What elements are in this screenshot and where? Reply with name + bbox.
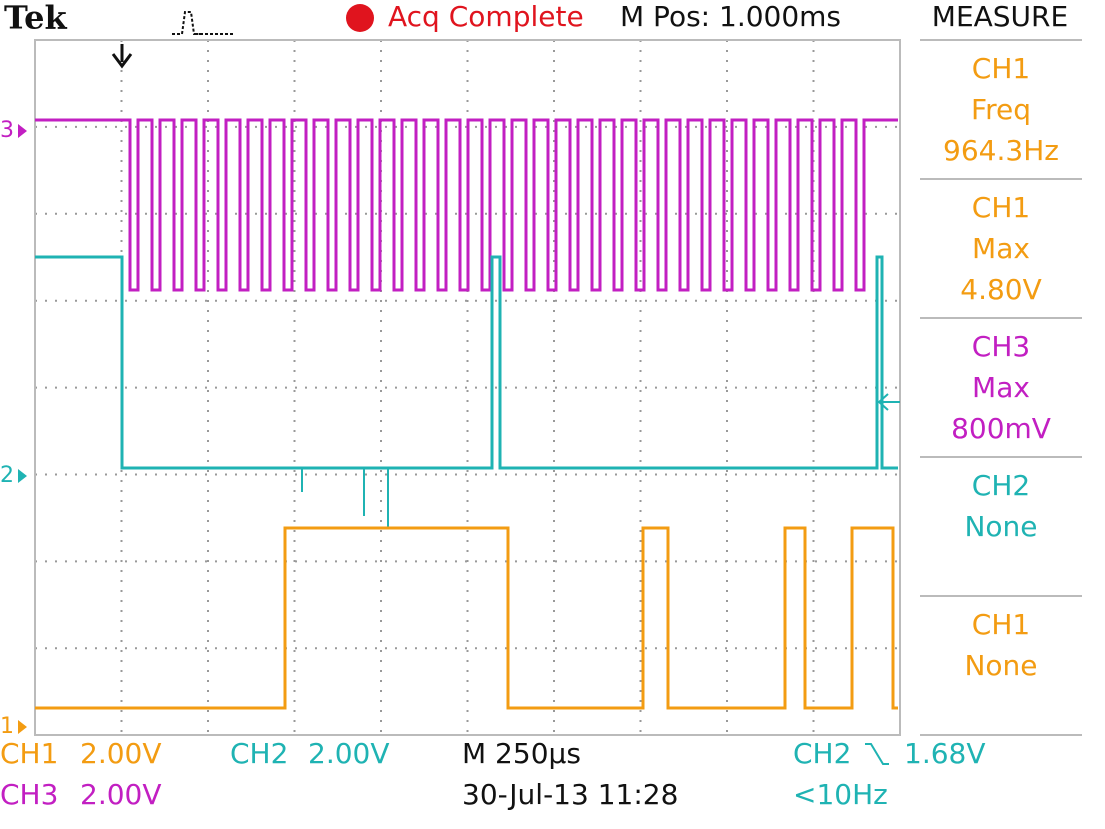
measure-kind: Max [972, 371, 1030, 404]
measure-kind: Freq [971, 93, 1031, 126]
measure-panel: CH1 Freq 964.3Hz CH1 Max 4.80V CH3 Max 800mV CH2 N… [920, 39, 1082, 736]
ch3-arrow [18, 124, 27, 138]
ch2-arrow [18, 469, 27, 483]
brand: Tek [4, 0, 68, 37]
trigger-level-value: 1.68V [904, 737, 986, 770]
trigger-position [111, 44, 133, 69]
ch3-waveform [35, 118, 898, 292]
trigger-frequency: <10Hz [793, 778, 888, 811]
ch3-label: CH3 [0, 778, 58, 811]
measure-kind: None [964, 649, 1037, 682]
measure-channel: CH3 [972, 330, 1030, 363]
run-icon [172, 11, 235, 35]
measure-channel: CH1 [972, 52, 1030, 85]
date: 30-Jul-13 11:28 [462, 778, 678, 811]
measure-title: MEASURE [932, 0, 1068, 33]
ch1-label: CH1 [0, 737, 58, 770]
measure-kind: Max [972, 232, 1030, 265]
ch2-label: CH2 [230, 737, 288, 770]
ch2-marker: 2 [0, 463, 14, 488]
acq-status: Acq Complete [388, 0, 584, 33]
stop-icon [346, 4, 374, 32]
trigger-slope [865, 743, 889, 765]
ch3-marker: 3 [0, 118, 14, 143]
ch1-scale: 2.00V [80, 737, 162, 770]
position: M Pos: 1.000ms [620, 0, 841, 33]
ch1-marker: 1 [0, 714, 14, 739]
ch1-waveform [35, 526, 898, 710]
graticule [35, 40, 900, 735]
timebase: M 250µs [462, 737, 581, 770]
ch2-glitches [301, 468, 389, 528]
measure-kind: None [964, 510, 1037, 543]
ch1-arrow [18, 720, 27, 734]
ch3-scale: 2.00V [80, 778, 162, 811]
measure-channel: CH1 [972, 191, 1030, 224]
ch2-waveform [35, 255, 898, 470]
ch2-scale: 2.00V [308, 737, 390, 770]
measure-value: 4.80V [960, 273, 1042, 306]
measure-value: 964.3Hz [943, 134, 1059, 167]
measure-channel: CH2 [972, 469, 1030, 502]
measure-channel: CH1 [972, 608, 1030, 641]
trigger-source: CH2 [793, 737, 851, 770]
plot-frame [34, 39, 901, 736]
measure-value: 800mV [951, 412, 1051, 445]
